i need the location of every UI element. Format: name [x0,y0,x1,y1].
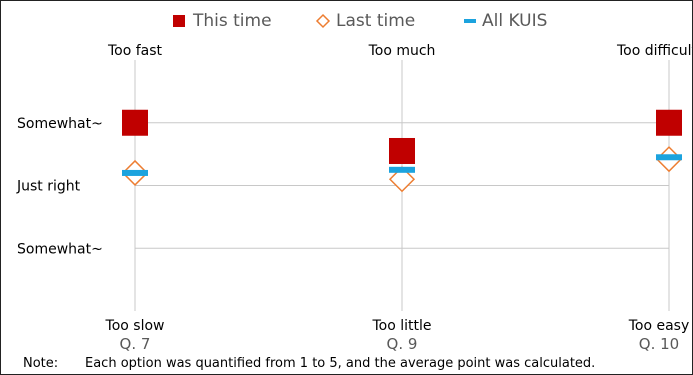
category-tick-label: Q. 9 [387,335,418,353]
note: Note: Each option was quantified from 1 … [23,356,595,371]
legend-label: All KUIS [482,11,547,31]
y-tick-label: Just right [16,179,81,195]
top-label: Too fast [107,43,163,59]
all-kuis-marker [389,166,415,173]
bottom-label: Too easy [628,318,690,334]
category-tick-label: Q. 7 [120,335,151,353]
legend-label: Last time [336,11,415,31]
y-tick-label: Somewhat~ [17,116,103,132]
legend-dash-icon [464,19,476,23]
legend-diamond-icon [315,13,331,29]
legend-label: This time [192,11,272,31]
y-tick-label: Somewhat~ [17,241,103,257]
category-tick-label: Q. 10 [639,335,679,353]
series-layer [121,109,683,193]
bottom-label: Too little [371,318,431,334]
all-kuis-marker [122,169,148,176]
legend-square-icon [173,15,185,27]
top-label: Too much [368,43,436,59]
this-time-marker [656,109,682,136]
bottom-label: Too slow [105,318,165,334]
all-kuis-marker [656,154,682,161]
note-text: Each option was quantified from 1 to 5, … [85,356,595,371]
this-time-marker [389,137,415,164]
this-time-marker [122,109,148,136]
top-label: Too difficult [616,43,692,59]
last-time-marker [388,166,416,193]
axis-labels: Too fast Too much Too difficult Too slow Too… [16,43,692,353]
note-label: Note: [23,356,58,371]
legend: This time Last time All KUIS [173,11,547,31]
